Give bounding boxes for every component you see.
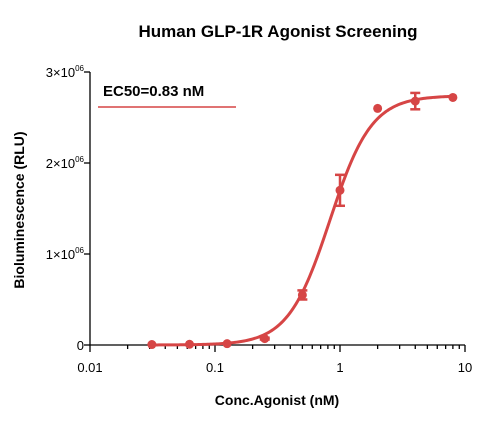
y-tick-label-base: 0 <box>77 338 84 353</box>
chart-title: Human GLP-1R Agonist Screening <box>139 22 418 41</box>
data-point <box>297 290 307 300</box>
x-tick-label: 0.01 <box>77 360 102 375</box>
y-tick-label: 2×1006 <box>46 155 85 171</box>
data-point <box>335 185 345 195</box>
data-point <box>222 339 232 349</box>
y-axis-label: Bioluminescence (RLU) <box>11 131 27 288</box>
x-tick-label: 1 <box>336 360 343 375</box>
legend: EC50=0.83 nM <box>98 83 236 108</box>
y-tick-label: 3×1006 <box>46 64 85 80</box>
data-points <box>147 92 458 350</box>
legend-ec50-label: EC50=0.83 nM <box>103 83 204 100</box>
y-tick-label-exponent: 06 <box>75 155 84 164</box>
x-axis-ticks: 0.01 0.1 1 10 <box>77 345 472 375</box>
x-tick-label: 0.1 <box>206 360 224 375</box>
data-point <box>184 339 194 349</box>
y-tick-label-exponent: 06 <box>75 64 84 73</box>
y-tick-label-base: 1×10 <box>46 247 75 262</box>
y-tick-label-base: 2×10 <box>46 156 75 171</box>
error-bars <box>259 91 421 341</box>
data-point <box>410 96 420 106</box>
data-point <box>448 92 458 102</box>
y-tick-label-exponent: 06 <box>75 246 84 255</box>
data-point <box>147 340 157 350</box>
y-tick-label-base: 3×10 <box>46 65 75 80</box>
fit-curve <box>149 94 455 347</box>
y-tick-label: 0 <box>77 338 84 353</box>
x-axis-label: Conc.Agonist (nM) <box>215 392 339 408</box>
data-point <box>373 103 383 113</box>
data-point <box>260 334 270 344</box>
x-tick-label: 10 <box>458 360 472 375</box>
y-tick-label: 1×1006 <box>46 246 85 262</box>
